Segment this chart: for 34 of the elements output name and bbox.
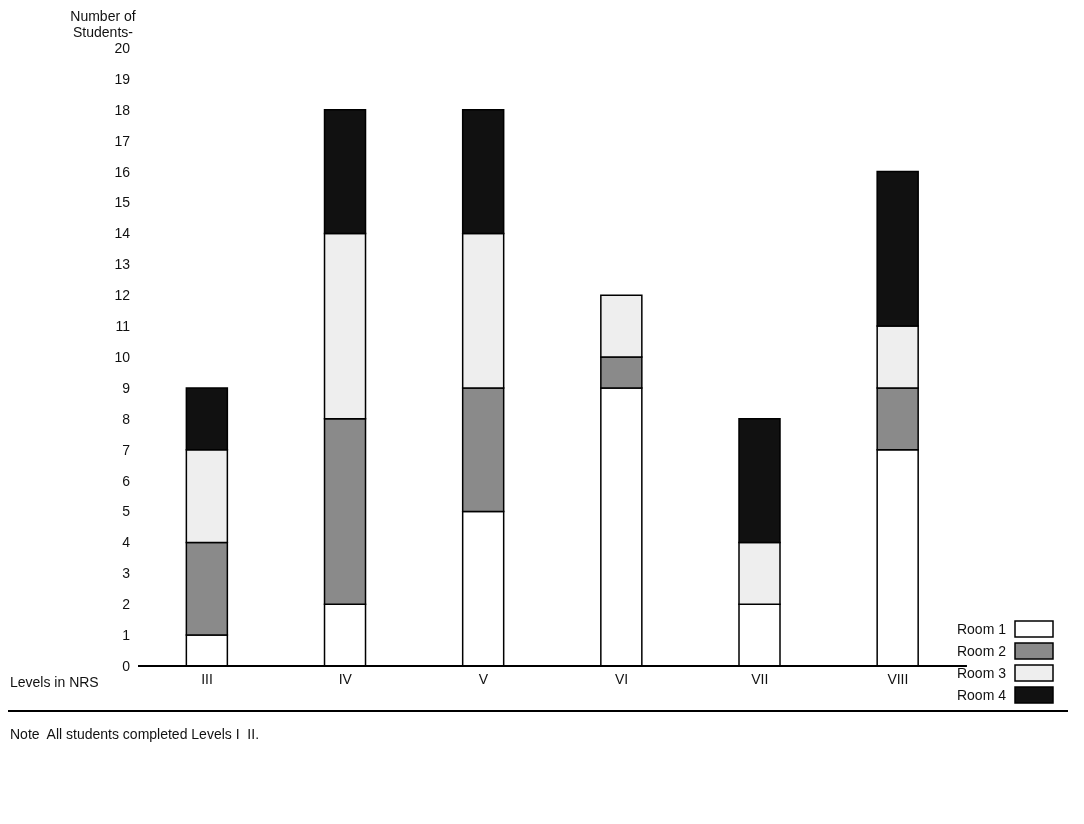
x-tick-label: III <box>201 670 213 687</box>
x-tick-label: V <box>478 670 489 687</box>
y-tick-label: 19 <box>114 70 131 87</box>
y-tick-label: 1 <box>122 627 131 644</box>
legend-label: Room 2 <box>956 643 1006 659</box>
y-tick-label: 16 <box>114 163 131 180</box>
legend-label: Room 1 <box>956 621 1006 637</box>
y-tick-label: 17 <box>114 132 131 149</box>
y-tick-label: 13 <box>114 256 131 273</box>
y-tick-label: 7 <box>122 441 131 458</box>
y-tick-label: 9 <box>122 379 131 396</box>
y-tick-label: 12 <box>114 287 131 304</box>
y-tick-label: 15 <box>114 194 131 211</box>
y-tick-label: 11 <box>115 318 131 335</box>
y-tick-label: 20 <box>114 39 131 56</box>
legend-label: Room 4 <box>956 687 1006 703</box>
y-tick-label: 4 <box>122 534 131 551</box>
y-tick-label: 10 <box>114 348 131 365</box>
x-axis-title: Levels in NRS <box>10 674 99 690</box>
y-tick-label: 3 <box>122 565 131 582</box>
text: Note All students completed Levels I II. <box>10 726 260 742</box>
legend-label: Room 3 <box>956 665 1006 681</box>
x-tick-label: VIII <box>887 670 909 687</box>
x-tick-label: VI <box>614 670 629 687</box>
y-tick-label: 0 <box>122 657 131 674</box>
y-axis-title: Number of Students- <box>69 8 137 40</box>
y-tick-label: 14 <box>114 225 131 242</box>
y-tick-label: 18 <box>114 101 131 118</box>
y-tick-label: 8 <box>122 410 131 427</box>
x-tick-label: IV <box>338 670 353 687</box>
y-tick-label: 6 <box>122 472 131 489</box>
y-tick-label: 5 <box>122 503 131 520</box>
x-tick-label: VII <box>751 670 769 687</box>
y-tick-label: 2 <box>122 596 131 613</box>
